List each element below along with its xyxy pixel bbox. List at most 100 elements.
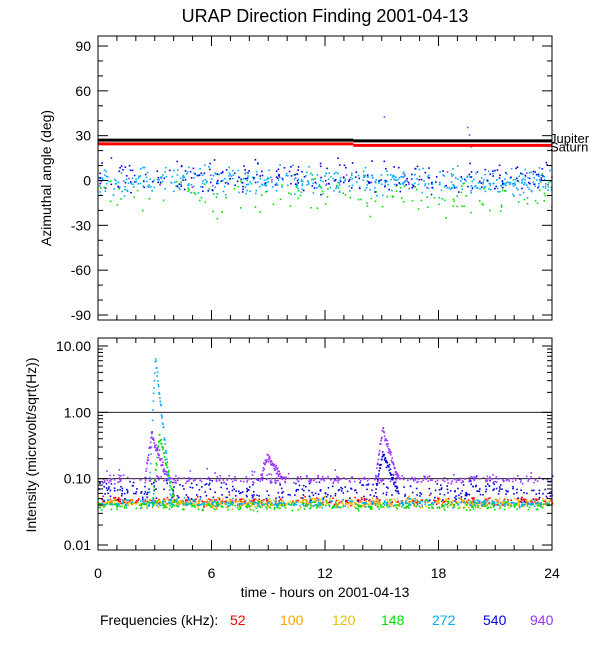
azimuth-point-540 [243,165,245,167]
intensity-point-940 [491,478,493,480]
azimuth-point-272 [286,184,289,187]
chart-title: URAP Direction Finding 2001-04-13 [182,6,469,26]
intensity-point-272 [478,502,481,504]
intensity-point-100 [496,499,499,501]
azimuth-point-272 [461,188,463,191]
intensity-point-100 [216,508,218,510]
intensity-burst-point-940 [158,449,161,451]
azimuth-point-272 [488,182,491,185]
intensity-point-272 [493,502,496,505]
intensity-point-148 [263,504,265,506]
azimuth-point-272 [427,174,430,176]
intensity-point-52 [126,501,129,504]
azimuth-point-272 [484,173,486,176]
azimuth-point-540 [470,171,473,173]
azimuth-point-272 [375,179,377,181]
intensity-point-940 [486,480,489,482]
azimuth-point-148 [299,194,302,197]
intensity-point-148 [220,505,223,508]
intensity-point-940 [157,476,160,479]
intensity-point-540 [166,482,168,485]
azimuth-point-272 [138,175,141,178]
intensity-point-540 [319,490,322,492]
azimuth-point-272 [190,184,193,186]
intensity-point-148 [380,506,382,508]
intensity-point-52 [421,499,424,501]
intensity-point-272 [538,498,541,500]
intensity-point-148 [215,502,217,504]
intensity-point-120 [508,507,510,509]
intensity-point-940 [219,477,222,480]
intensity-point-120 [303,498,306,501]
intensity-point-52 [144,500,146,502]
azimuth-point-272 [285,172,288,175]
intensity-point-540 [126,490,129,492]
intensity-point-120 [191,503,194,505]
intensity-point-272 [121,501,124,503]
azimuth-point-540 [190,177,193,179]
intensity-point-120 [178,503,181,505]
intensity-point-540 [104,493,106,495]
intensity-point-148 [378,508,380,510]
azimuth-point-272 [193,172,195,174]
intensity-point-148 [258,501,260,503]
azimuth-point-540 [220,180,223,182]
intensity-point-120 [127,504,130,507]
azimuth-point-540 [118,170,121,172]
intensity-point-540 [438,489,441,491]
azimuth-point-272 [411,183,414,186]
intensity-burst-point-940 [164,473,167,475]
intensity-point-272 [500,502,502,505]
intensity-point-148 [378,501,381,503]
intensity-burst-point-940 [271,464,274,466]
azimuth-point-540 [319,165,322,168]
intensity-point-272 [154,501,156,504]
intensity-point-272 [467,501,469,504]
azimuth-point-148 [293,174,296,176]
intensity-point-52 [520,497,523,500]
intensity-burst-point-940 [159,458,162,460]
intensity-burst-point-940 [268,456,270,459]
intensity-burst-point-940 [381,430,384,432]
intensity-point-120 [514,497,516,500]
intensity-point-540 [484,485,487,488]
azimuth-point-272 [471,186,474,189]
azimuth-point-272 [260,183,263,186]
intensity-point-540 [524,500,526,503]
azimuth-point-540 [122,168,124,171]
intensity-point-272 [249,500,251,503]
intensity-point-540 [199,496,202,498]
intensity-point-120 [430,504,432,507]
intensity-point-540 [208,482,211,485]
intensity-point-148 [141,502,144,505]
intensity-point-272 [104,503,107,506]
intensity-point-100 [459,506,461,509]
intensity-point-540 [109,489,112,492]
intensity-burst-point-940 [149,441,152,444]
intensity-point-940 [113,479,116,481]
azimuth-point-272 [228,166,230,169]
intensity-point-540 [344,486,346,488]
azimuth-point-272 [295,185,298,187]
intensity-point-100 [507,499,509,502]
intensity-burst-point-940 [154,446,157,449]
intensity-point-100 [347,502,350,505]
azimuth-point-272 [522,177,525,180]
intensity-point-52 [481,505,484,507]
azimuth-point-272 [135,178,137,180]
azimuth-point-272 [393,183,396,186]
azimuth-point-540 [110,157,113,159]
azimuth-point-272 [311,174,314,176]
azimuth-point-272 [123,195,126,197]
intensity-point-540 [252,495,254,498]
intensity-point-540 [252,490,255,493]
intensity-point-120 [181,502,184,504]
azimuth-point-148 [344,194,347,196]
intensity-point-940 [538,476,541,479]
azimuth-point-540 [283,167,286,169]
intensity-point-148 [279,507,281,510]
azimuth-point-540 [248,170,250,172]
intensity-point-540 [449,490,452,492]
intensity-point-120 [470,503,472,506]
intensity-point-100 [452,505,454,507]
